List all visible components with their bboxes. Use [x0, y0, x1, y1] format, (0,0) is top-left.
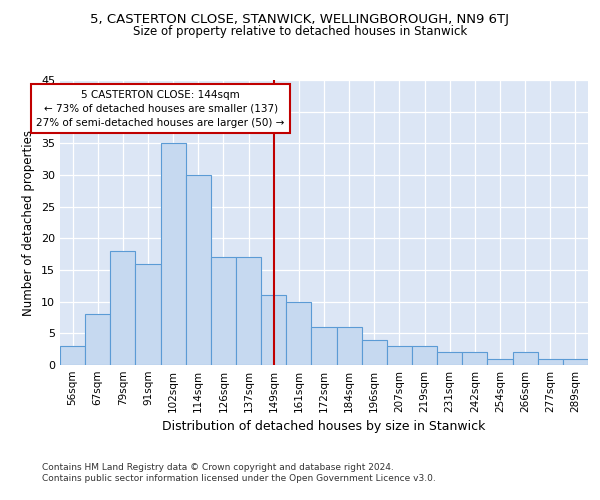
Bar	[387, 346, 412, 365]
Bar	[161, 144, 186, 365]
Text: 5 CASTERTON CLOSE: 144sqm
← 73% of detached houses are smaller (137)
27% of semi: 5 CASTERTON CLOSE: 144sqm ← 73% of detac…	[37, 90, 285, 128]
Y-axis label: Number of detached properties: Number of detached properties	[22, 130, 35, 316]
Text: Contains HM Land Registry data © Crown copyright and database right 2024.: Contains HM Land Registry data © Crown c…	[42, 462, 394, 471]
Bar	[512, 352, 538, 365]
Bar	[487, 358, 512, 365]
Bar	[563, 358, 588, 365]
Bar	[186, 175, 211, 365]
Bar	[211, 258, 236, 365]
Text: Contains public sector information licensed under the Open Government Licence v3: Contains public sector information licen…	[42, 474, 436, 483]
Bar	[538, 358, 563, 365]
Bar	[85, 314, 110, 365]
X-axis label: Distribution of detached houses by size in Stanwick: Distribution of detached houses by size …	[163, 420, 485, 434]
Bar	[337, 327, 362, 365]
Bar	[286, 302, 311, 365]
Bar	[110, 251, 136, 365]
Text: Size of property relative to detached houses in Stanwick: Size of property relative to detached ho…	[133, 25, 467, 38]
Bar	[236, 258, 261, 365]
Bar	[437, 352, 462, 365]
Bar	[311, 327, 337, 365]
Bar	[362, 340, 387, 365]
Bar	[261, 296, 286, 365]
Bar	[462, 352, 487, 365]
Text: 5, CASTERTON CLOSE, STANWICK, WELLINGBOROUGH, NN9 6TJ: 5, CASTERTON CLOSE, STANWICK, WELLINGBOR…	[91, 12, 509, 26]
Bar	[60, 346, 85, 365]
Bar	[412, 346, 437, 365]
Bar	[136, 264, 161, 365]
